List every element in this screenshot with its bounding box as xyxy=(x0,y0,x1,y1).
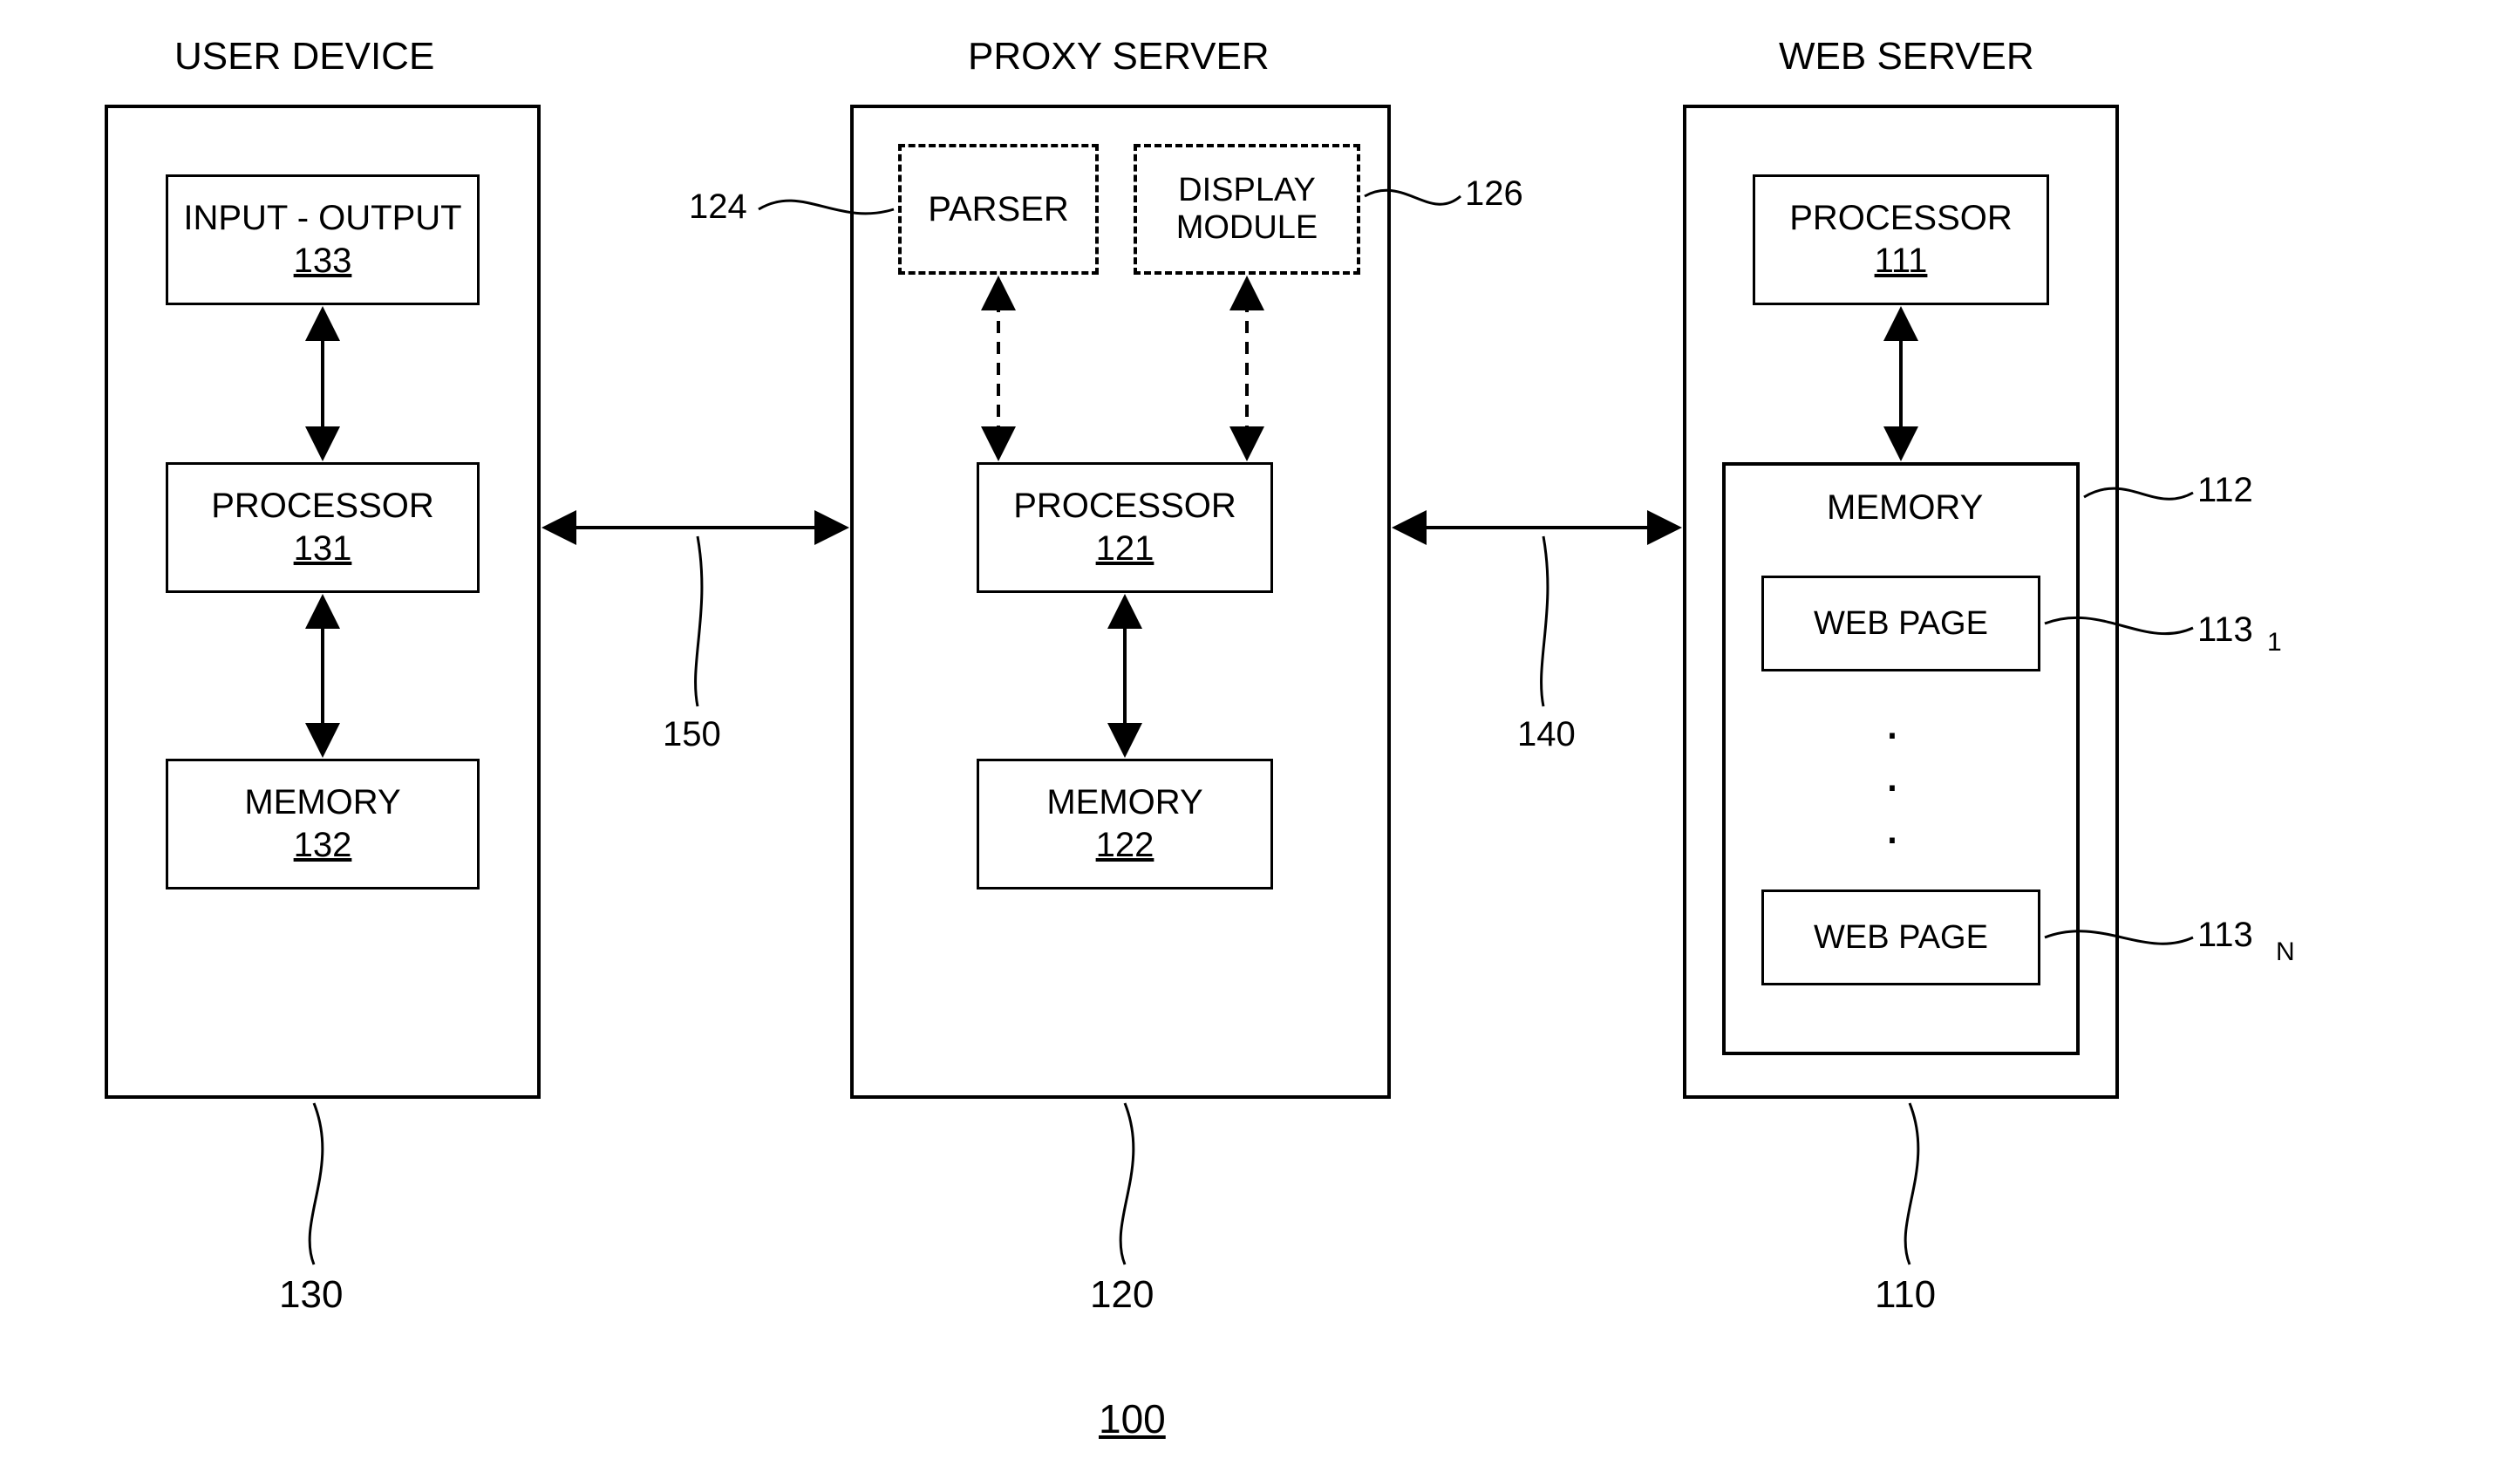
arrows-svg xyxy=(0,0,2520,1479)
diagram-canvas: USER DEVICE PROXY SERVER WEB SERVER INPU… xyxy=(0,0,2520,1479)
